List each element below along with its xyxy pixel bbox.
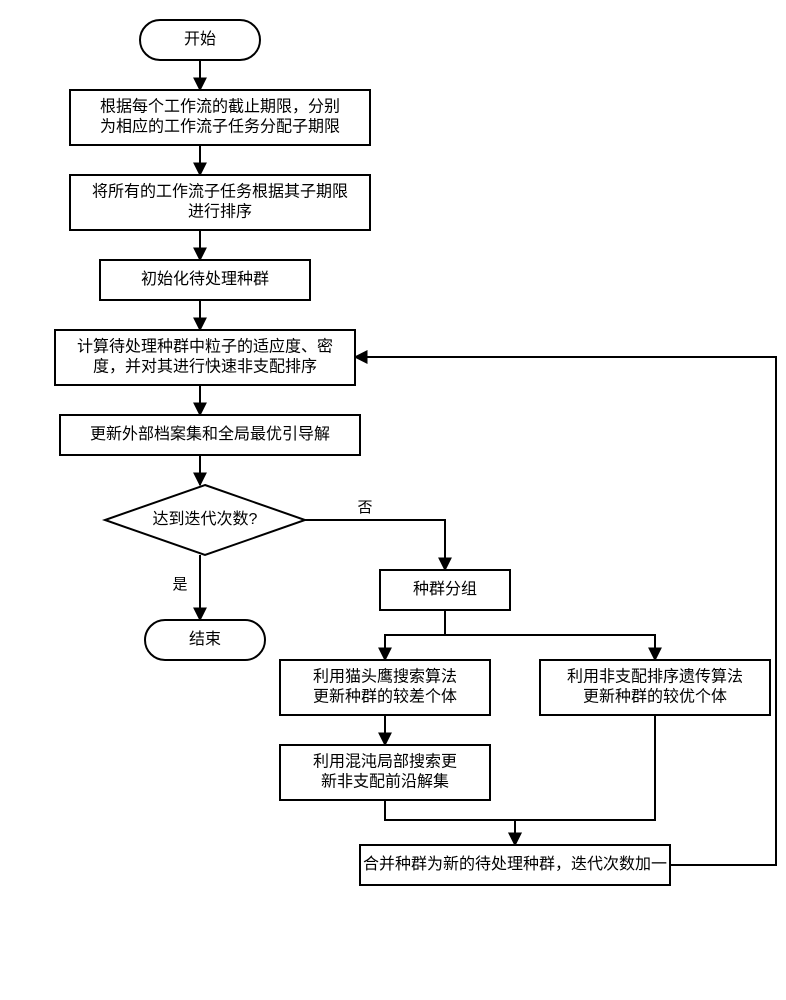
node-text: 计算待处理种群中粒子的适应度、密 <box>77 337 333 356</box>
node-text: 开始 <box>184 30 216 48</box>
node-text: 种群分组 <box>413 580 477 598</box>
node-text: 结束 <box>189 630 221 648</box>
node-nsga: 利用非支配排序遗传算法更新种群的较优个体 <box>540 660 770 715</box>
node-n3: 初始化待处理种群 <box>100 260 310 300</box>
node-text: 利用混沌局部搜索更 <box>313 753 457 771</box>
node-text: 更新外部档案集和全局最优引导解 <box>90 425 330 443</box>
node-text: 更新种群的较差个体 <box>313 688 457 706</box>
edge-label: 是 <box>172 576 187 593</box>
nodes: 开始根据每个工作流的截止期限，分别为相应的工作流子任务分配子期限将所有的工作流子… <box>55 20 770 885</box>
node-text: 为相应的工作流子任务分配子期限 <box>100 117 340 136</box>
node-text: 更新种群的较优个体 <box>583 688 727 706</box>
node-text: 利用非支配排序遗传算法 <box>567 667 743 686</box>
node-text: 进行排序 <box>188 203 252 221</box>
node-dec: 达到迭代次数? <box>105 485 305 555</box>
node-text: 初始化待处理种群 <box>141 270 269 288</box>
node-text: 利用猫头鹰搜索算法 <box>313 667 457 686</box>
node-n4: 计算待处理种群中粒子的适应度、密度，并对其进行快速非支配排序 <box>55 330 355 385</box>
node-text: 将所有的工作流子任务根据其子期限 <box>92 183 348 201</box>
node-text: 合并种群为新的待处理种群，迭代次数加一 <box>363 855 667 873</box>
edge-label: 否 <box>357 499 372 516</box>
node-text: 达到迭代次数? <box>153 510 258 528</box>
node-start: 开始 <box>140 20 260 60</box>
edge <box>515 715 655 845</box>
node-n1: 根据每个工作流的截止期限，分别为相应的工作流子任务分配子期限 <box>70 90 370 145</box>
node-text: 度，并对其进行快速非支配排序 <box>93 358 317 376</box>
edge <box>305 520 445 570</box>
node-n5: 更新外部档案集和全局最优引导解 <box>60 415 360 455</box>
edge <box>385 800 515 845</box>
edge <box>445 610 655 660</box>
node-text: 新非支配前沿解集 <box>321 773 449 791</box>
node-end: 结束 <box>145 620 265 660</box>
node-text: 根据每个工作流的截止期限，分别 <box>100 98 340 116</box>
node-n2: 将所有的工作流子任务根据其子期限进行排序 <box>70 175 370 230</box>
node-merge: 合并种群为新的待处理种群，迭代次数加一 <box>360 845 670 885</box>
node-chaos: 利用混沌局部搜索更新非支配前沿解集 <box>280 745 490 800</box>
node-owl: 利用猫头鹰搜索算法更新种群的较差个体 <box>280 660 490 715</box>
edge <box>385 610 445 660</box>
flowchart-canvas: 是否开始根据每个工作流的截止期限，分别为相应的工作流子任务分配子期限将所有的工作… <box>0 0 786 1000</box>
node-grp: 种群分组 <box>380 570 510 610</box>
